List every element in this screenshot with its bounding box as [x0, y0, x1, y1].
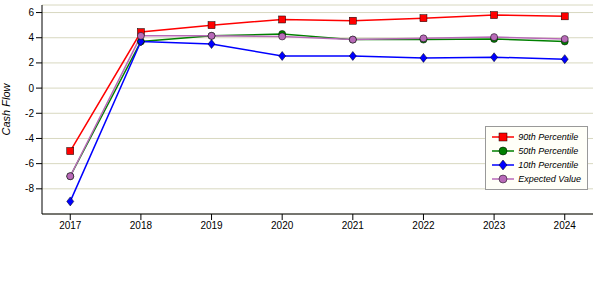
svg-text:2020: 2020	[271, 220, 294, 231]
svg-text:2018: 2018	[130, 220, 153, 231]
svg-text:6: 6	[28, 7, 34, 18]
svg-text:2022: 2022	[412, 220, 435, 231]
svg-text:-8: -8	[25, 183, 34, 194]
svg-text:2023: 2023	[483, 220, 506, 231]
svg-text:0: 0	[28, 83, 34, 94]
svg-text:2: 2	[28, 57, 34, 68]
svg-text:-4: -4	[25, 133, 34, 144]
svg-text:Cash Flow: Cash Flow	[8, 82, 12, 135]
svg-text:-6: -6	[25, 158, 34, 169]
svg-text:2021: 2021	[342, 220, 365, 231]
svg-text:2019: 2019	[200, 220, 223, 231]
html-text:90th Percentile: 90th Percentile	[518, 132, 579, 142]
html-text:50th Percentile: 50th Percentile	[518, 146, 579, 156]
svg-text:2024: 2024	[554, 220, 577, 231]
svg-text:-2: -2	[25, 108, 34, 119]
svg-text:2017: 2017	[59, 220, 82, 231]
html-text:Expected Value: Expected Value	[518, 174, 581, 184]
html-text:10th Percentile: 10th Percentile	[518, 160, 579, 170]
svg-text:4: 4	[28, 32, 34, 43]
